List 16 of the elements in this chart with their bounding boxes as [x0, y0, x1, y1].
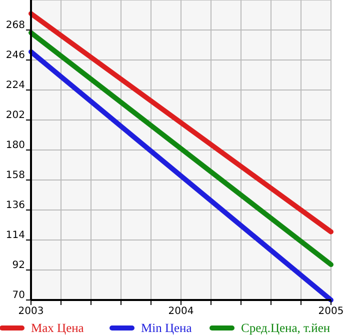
- y-tick-label: 70: [12, 290, 25, 301]
- legend-label: Min Цена: [141, 321, 192, 335]
- y-tick-label: 136: [6, 200, 25, 211]
- y-tick-label: 180: [6, 140, 25, 151]
- legend-label: Max Цена: [31, 321, 84, 335]
- y-tick-label: 202: [6, 110, 25, 121]
- x-tick-label: 2003: [18, 306, 44, 317]
- y-tick-label: 158: [6, 170, 25, 181]
- y-tick-label: 92: [12, 260, 25, 271]
- legend-label: Сред.Цена, т.йен: [241, 321, 330, 335]
- y-tick-label: 114: [6, 230, 25, 241]
- y-tick-label: 268: [6, 20, 25, 31]
- x-tick-label: 2005: [318, 306, 344, 317]
- y-tick-label: 246: [6, 50, 25, 61]
- x-tick-label: 2004: [168, 306, 194, 317]
- y-tick-label: 224: [6, 80, 25, 91]
